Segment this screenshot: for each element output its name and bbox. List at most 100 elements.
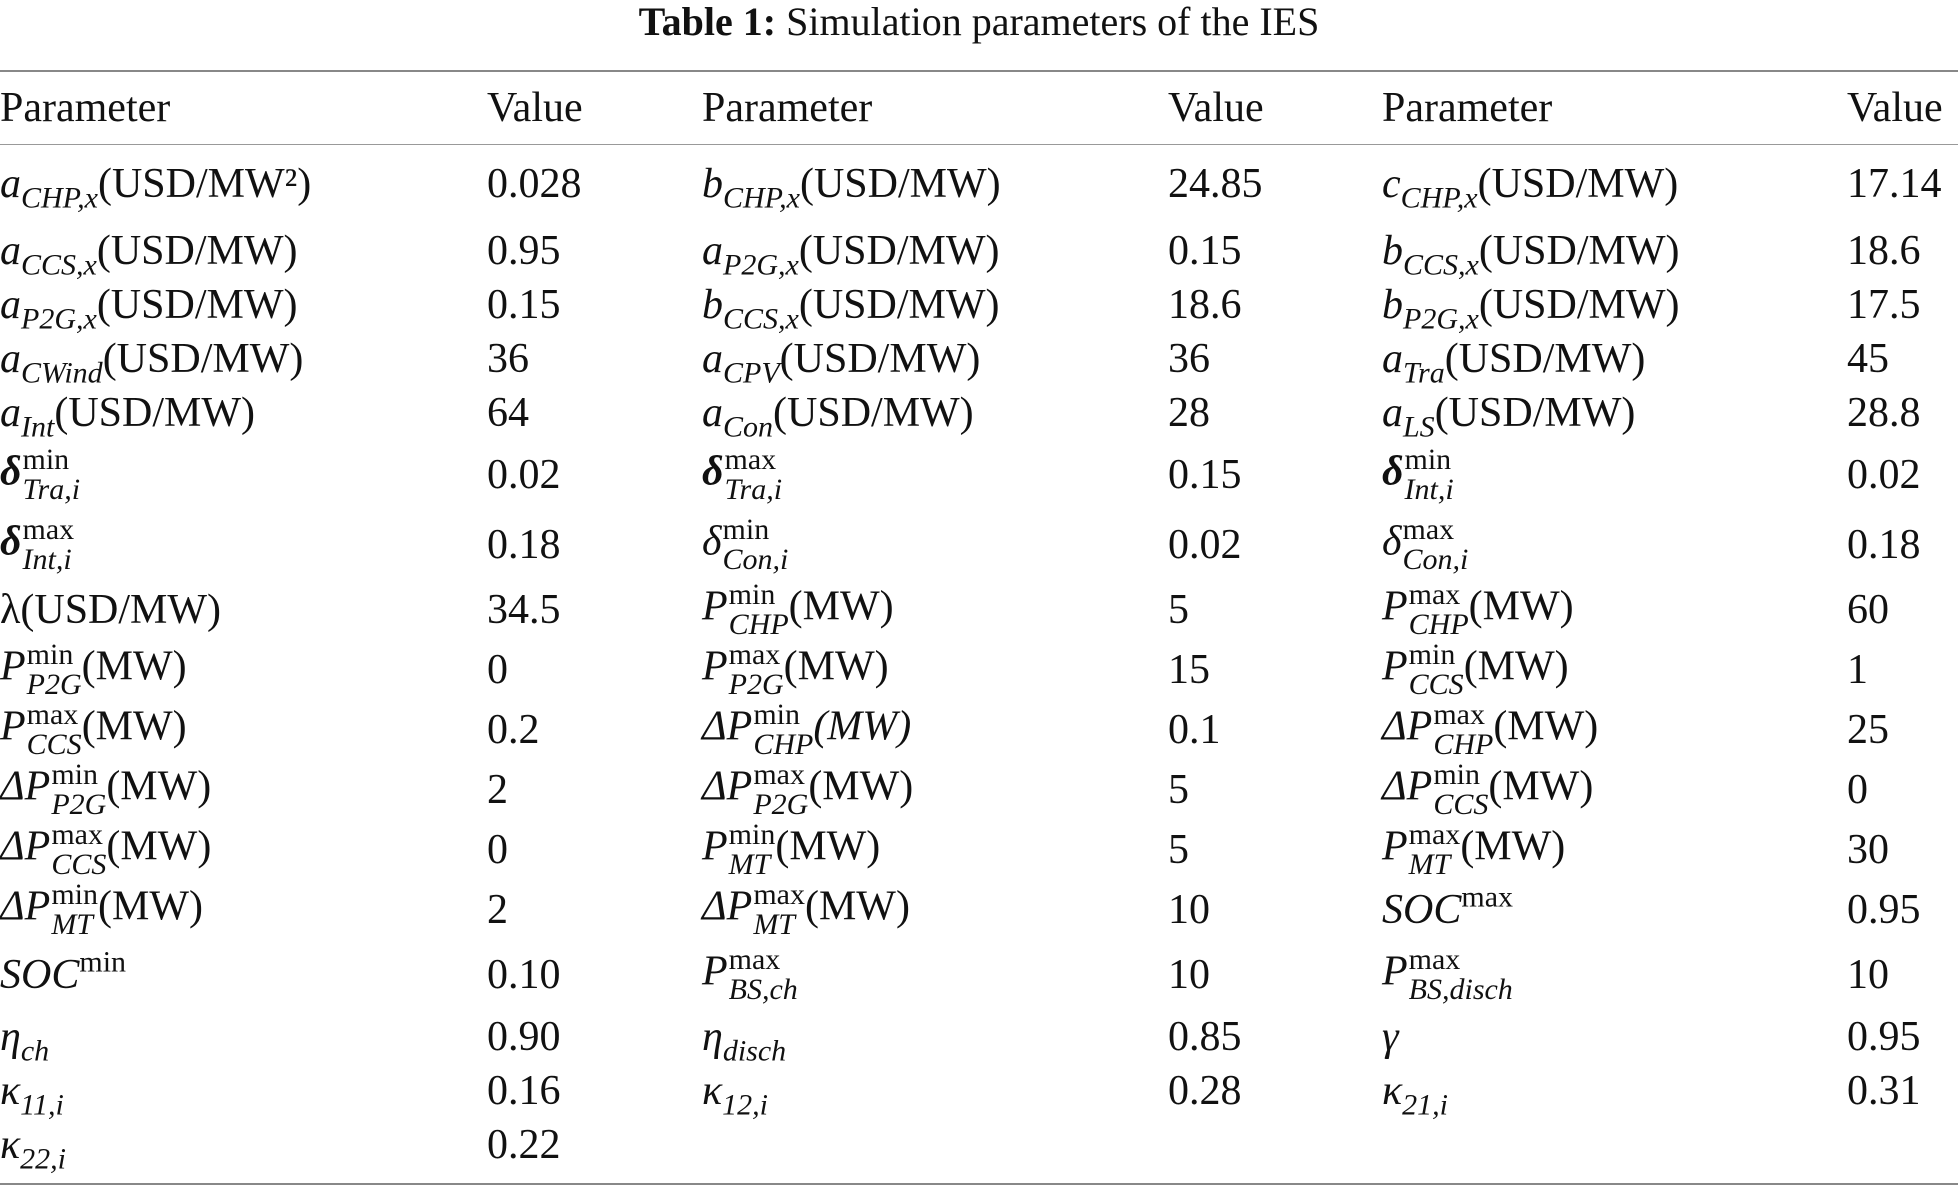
parameter-symbol: ΔP xyxy=(0,763,51,810)
parameter-cell: ΔP min CCS (MW) xyxy=(1382,760,1847,820)
value-cell: 36 xyxy=(1168,336,1210,382)
table-row: aInt(USD/MW) 64 aCon(USD/MW) 28 aLS(USD/MW) 2… xyxy=(0,386,1958,442)
table-caption: Table 1: Simulation parameters of the IE… xyxy=(0,0,1958,44)
table-row: κ22,i 0.22 xyxy=(0,1118,1958,1174)
parameter-subscript: 22,i xyxy=(20,1142,67,1176)
parameter-symbol: ΔP xyxy=(702,763,753,810)
parameter-subscript: CPV xyxy=(723,356,780,390)
parameter-symbol: P xyxy=(0,643,26,690)
parameter-subscript: CCS,x xyxy=(723,302,799,336)
value-cell: 0.2 xyxy=(487,707,540,753)
value-cell: 0.16 xyxy=(487,1068,561,1114)
parameter-subscript: P2G,x xyxy=(1403,302,1479,336)
parameter-symbol: κ xyxy=(0,1122,21,1168)
parameter-scripts: max CHP xyxy=(1409,580,1469,640)
parameter-subscript: MT xyxy=(753,908,795,941)
parameter-symbol: γ xyxy=(1382,1014,1399,1060)
parameter-subscript: 11,i xyxy=(20,1088,64,1122)
parameter-subscript: CHP,x xyxy=(21,181,98,215)
parameter-scripts: max P2G xyxy=(753,760,808,820)
parameter-scripts: max BS,ch xyxy=(729,945,798,1005)
parameter-superscript: min xyxy=(1433,758,1480,791)
parameter-subscript: 12,i xyxy=(722,1088,769,1122)
parameter-unit: (USD/MW) xyxy=(102,336,304,382)
value-cell: 0 xyxy=(1847,767,1868,813)
header-rule xyxy=(0,144,1958,145)
parameter-symbol: δ xyxy=(0,518,22,565)
parameter-symbol: ΔP xyxy=(1382,763,1433,810)
parameter-subscript: Tra,i xyxy=(724,473,783,506)
parameter-symbol: b xyxy=(1382,228,1403,274)
parameter-symbol: ΔP xyxy=(0,883,51,930)
parameter-superscript: min xyxy=(22,443,70,476)
value-cell: 25 xyxy=(1847,707,1889,753)
value-cell: 0.22 xyxy=(487,1122,561,1168)
value-cell: 0 xyxy=(487,647,508,693)
parameter-symbol: P xyxy=(1382,823,1408,870)
parameter-symbol: a xyxy=(702,336,723,382)
parameter-symbol: c xyxy=(1382,161,1401,207)
parameter-unit: (MW) xyxy=(1493,703,1599,750)
parameter-cell: bCHP,x(USD/MW) xyxy=(702,144,1168,224)
value-cell: 0.15 xyxy=(487,282,561,328)
value-cell: 5 xyxy=(1168,587,1189,633)
parameter-superscript: min xyxy=(79,945,127,979)
parameter-unit: (MW) xyxy=(1488,763,1594,810)
parameter-scripts: max Tra,i xyxy=(725,445,783,505)
header-parameter-2: Parameter xyxy=(702,85,873,131)
parameter-superscript: max xyxy=(728,638,781,671)
parameter-cell: κ21,i xyxy=(1382,1064,1847,1120)
parameter-unit: (MW) xyxy=(804,883,910,930)
parameter-unit: (MW) xyxy=(106,763,212,810)
parameter-cell: bCCS,x(USD/MW) xyxy=(1382,224,1847,280)
table-body: aCHP,x(USD/MW²) 0.028 bCHP,x(USD/MW) 24.85 c… xyxy=(0,144,1958,1174)
parameter-subscript: Tra,i xyxy=(22,473,81,506)
value-cell: 10 xyxy=(1168,887,1210,933)
parameter-symbol: P xyxy=(702,823,728,870)
parameter-scripts: min CHP xyxy=(753,700,813,760)
parameter-superscript: max xyxy=(753,878,805,911)
parameter-unit: (USD/MW) xyxy=(773,390,974,436)
parameter-cell: δ min Tra,i xyxy=(0,440,487,510)
parameter-unit: (USD/MW) xyxy=(1477,161,1679,207)
parameter-cell: δ max Con,i xyxy=(1382,510,1847,580)
parameter-cell: aCon(USD/MW) xyxy=(702,386,1168,442)
value-cell: 28.8 xyxy=(1847,390,1921,436)
parameter-unit: (MW) xyxy=(813,703,912,750)
parameter-subscript: CCS xyxy=(1433,788,1489,821)
parameter-cell: ΔP max CCS (MW) xyxy=(0,820,487,880)
table-row: κ11,i 0.16 κ12,i 0.28 κ21,i 0.31 xyxy=(0,1064,1958,1120)
parameter-symbol: b xyxy=(1382,282,1403,328)
parameter-subscript: P2G xyxy=(26,668,82,701)
value-cell: 17.14 xyxy=(1847,161,1942,207)
parameter-scripts: max CHP xyxy=(1433,700,1493,760)
parameter-scripts: max MT xyxy=(753,880,805,940)
parameter-symbol: κ xyxy=(702,1068,723,1114)
parameter-scripts: min MT xyxy=(729,820,776,880)
parameter-subscript: Con xyxy=(723,410,774,444)
parameter-symbol: ΔP xyxy=(702,883,753,930)
parameter-unit: (MW) xyxy=(1468,583,1574,630)
value-cell: 10 xyxy=(1847,952,1889,998)
parameter-subscript: CHP xyxy=(753,728,814,761)
parameter-symbol: a xyxy=(702,390,723,436)
parameter-subscript: LS xyxy=(1403,410,1435,444)
parameter-scripts: min Int,i xyxy=(1405,445,1454,505)
caption-label: Table 1: xyxy=(638,0,777,44)
parameter-subscript: P2G xyxy=(51,788,107,821)
parameter-scripts: min CCS xyxy=(1409,640,1464,700)
table-row: aP2G,x(USD/MW) 0.15 bCCS,x(USD/MW) 18.6 bP2G… xyxy=(0,278,1958,334)
parameter-cell: κ12,i xyxy=(702,1064,1168,1120)
parameter-cell: δ min Con,i xyxy=(702,510,1168,580)
value-cell xyxy=(1847,1118,1958,1172)
parameter-symbol: δ xyxy=(702,518,722,565)
value-cell: 17.5 xyxy=(1847,282,1921,328)
parameter-symbol: P xyxy=(1382,643,1408,690)
table-row: aCWind(USD/MW) 36 aCPV(USD/MW) 36 aTra(USD/M… xyxy=(0,332,1958,388)
parameter-symbol: a xyxy=(1382,390,1403,436)
